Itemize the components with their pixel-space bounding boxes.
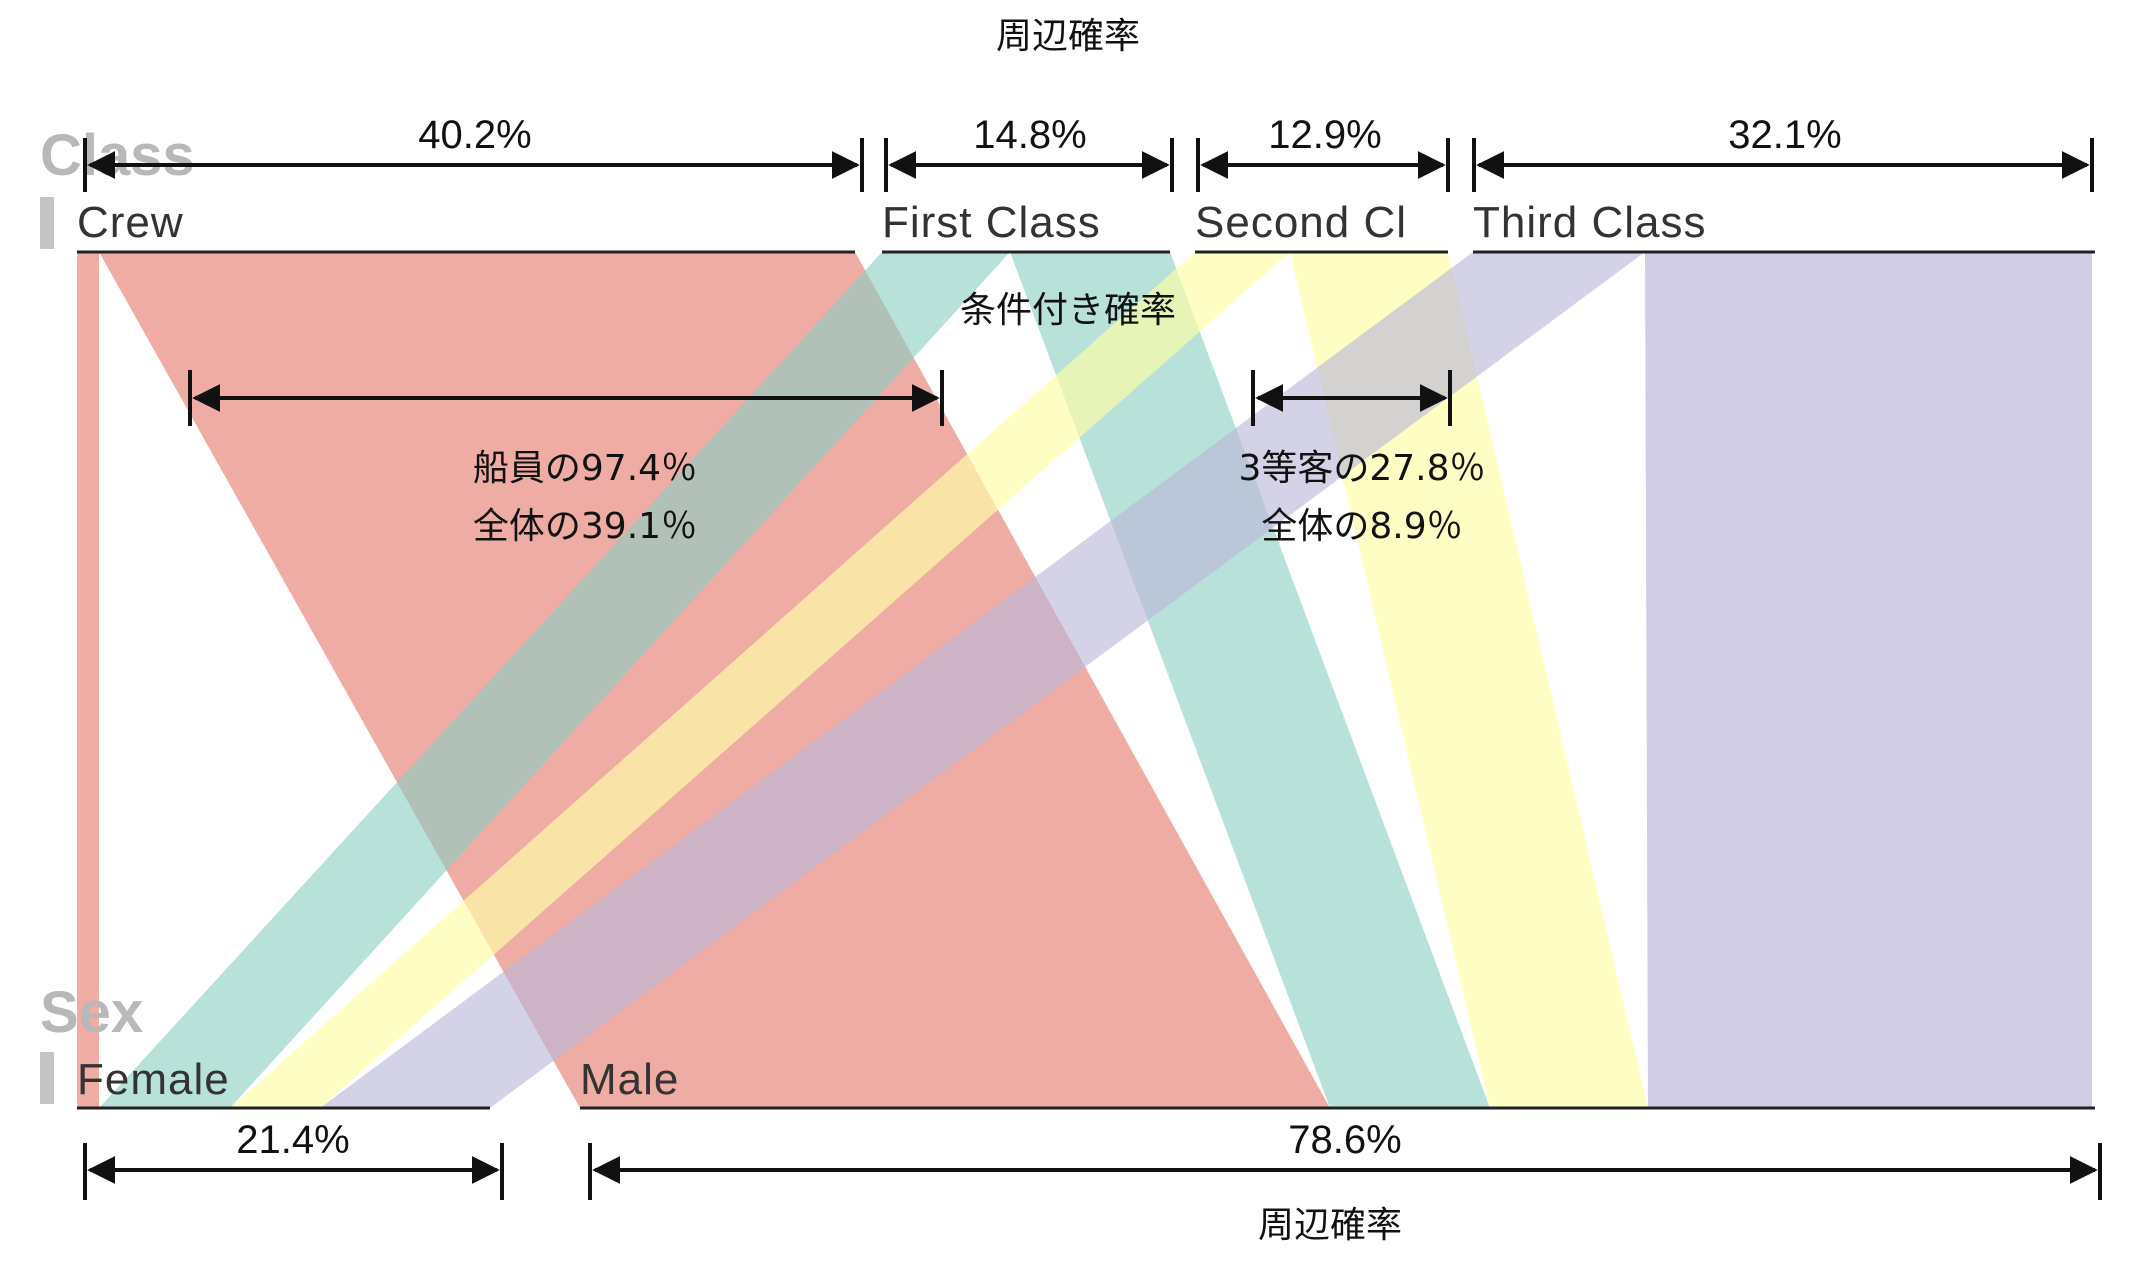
pct-third: 32.1% xyxy=(1728,113,1841,157)
class-label-third: Third Class xyxy=(1473,198,1707,247)
pct-female: 21.4% xyxy=(236,1118,349,1162)
pct-second: 12.9% xyxy=(1268,113,1381,157)
annotation-third-line2: 全体の8.9％ xyxy=(1261,506,1462,547)
ribbons-layer xyxy=(77,252,2092,1108)
class-axis-label: Class xyxy=(40,123,195,188)
ribbon-first-female xyxy=(99,252,1010,1108)
conditional-arrows xyxy=(188,370,1452,426)
sex-axis-handle[interactable] xyxy=(40,1052,54,1104)
pct-first: 14.8% xyxy=(973,113,1086,157)
conditional-title: 条件付き確率 xyxy=(960,290,1176,331)
pct-crew: 40.2% xyxy=(418,113,531,157)
top-dimension-arrows xyxy=(83,138,2094,192)
annotation-crew-line1: 船員の97.4％ xyxy=(473,448,697,489)
ribbon-third-female xyxy=(320,252,1645,1108)
sex-label-male: Male xyxy=(580,1055,679,1104)
sex-label-female: Female xyxy=(77,1055,230,1104)
pct-male: 78.6% xyxy=(1288,1118,1401,1162)
annotation-third-line1: 3等客の27.8％ xyxy=(1238,448,1485,489)
ribbon-second-female xyxy=(230,252,1290,1108)
bottom-dimension-arrows xyxy=(83,1143,2102,1200)
class-label-second: Second Cl xyxy=(1195,198,1407,247)
ribbon-second-male xyxy=(1290,252,1648,1108)
class-label-first: First Class xyxy=(882,198,1101,247)
ribbon-first-male xyxy=(1010,252,1490,1108)
bottom-marginal-title: 周辺確率 xyxy=(1258,1205,1402,1246)
top-marginal-title: 周辺確率 xyxy=(996,16,1140,57)
class-label-crew: Crew xyxy=(77,198,184,247)
annotation-crew-line2: 全体の39.1％ xyxy=(473,506,697,547)
ribbon-third-male xyxy=(1645,252,2092,1108)
class-axis-handle[interactable] xyxy=(40,197,54,249)
ribbon-crew-female xyxy=(77,252,99,1108)
sex-axis-label: Sex xyxy=(40,980,143,1045)
